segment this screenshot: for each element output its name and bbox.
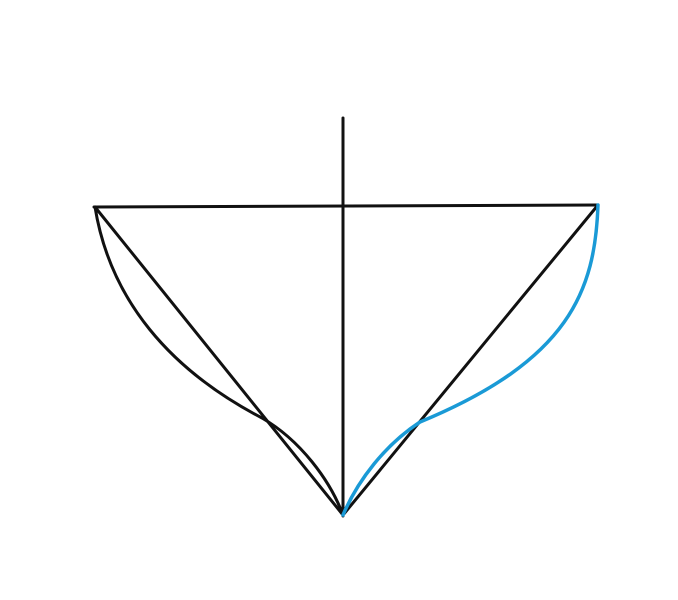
left-curve — [93, 205, 345, 517]
left-diagonal-line — [93, 205, 345, 517]
top-horizontal-line — [92, 203, 600, 209]
right-curve-highlighted — [341, 203, 600, 517]
right-diagonal-line — [341, 203, 600, 517]
